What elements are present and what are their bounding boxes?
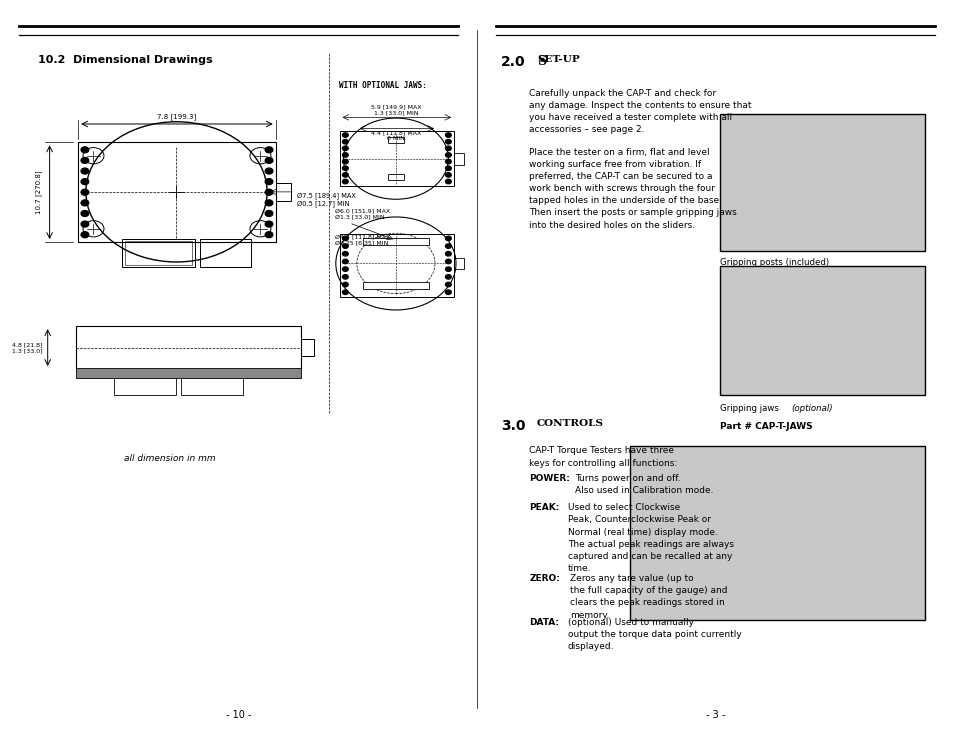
Circle shape [265,210,273,216]
Circle shape [445,283,451,287]
Bar [362,238,429,245]
Circle shape [445,259,451,263]
Bar [454,258,463,269]
Circle shape [265,200,273,206]
Circle shape [445,236,451,241]
Bar [78,142,275,242]
Bar [76,326,300,369]
Bar [122,239,194,267]
Circle shape [445,252,451,256]
Bar [720,266,924,395]
Text: Used to select Clockwise
Peak, Counterclockwise Peak or
Normal (real time) displ: Used to select Clockwise Peak, Countercl… [567,503,733,573]
Text: WITH OPTIONAL JAWS:: WITH OPTIONAL JAWS: [338,81,426,90]
Text: Gripping posts (included): Gripping posts (included) [720,258,828,267]
Text: - 10 -: - 10 - [226,709,251,720]
Text: 7.8 [199.3]: 7.8 [199.3] [156,114,196,120]
Circle shape [445,267,451,272]
Circle shape [342,267,348,272]
Text: Gripping jaws: Gripping jaws [720,404,781,413]
Circle shape [342,159,348,164]
Text: SET-UP: SET-UP [537,55,579,64]
Text: POWER:: POWER: [529,474,570,483]
Circle shape [445,275,451,279]
Text: (optional) Used to manually
output the torque data point currently
displayed.: (optional) Used to manually output the t… [567,618,740,651]
Circle shape [445,244,451,248]
Circle shape [81,200,89,206]
Circle shape [445,166,451,170]
Text: Ø6.0 [151.9] MAX
Ø1.3 [33.0] MIN: Ø6.0 [151.9] MAX Ø1.3 [33.0] MIN [335,208,390,219]
Text: DATA:: DATA: [529,618,558,627]
Circle shape [81,221,89,227]
Text: (optional): (optional) [791,404,833,413]
Circle shape [81,168,89,174]
Circle shape [265,147,273,153]
Circle shape [81,147,89,153]
Text: 10.7 [270.8]: 10.7 [270.8] [35,170,42,214]
Bar [125,241,192,265]
Text: 4.4 [111.8] MAX
0 MIN: 4.4 [111.8] MAX 0 MIN [371,130,420,141]
Text: Part # CAP-T-JAWS: Part # CAP-T-JAWS [720,422,812,431]
Circle shape [342,146,348,151]
Circle shape [265,189,273,195]
Circle shape [265,157,273,163]
Text: Carefully unpack the CAP-T and check for
any damage. Inspect the contents to ens: Carefully unpack the CAP-T and check for… [529,89,751,134]
Bar [181,373,243,395]
Bar [339,131,454,186]
Circle shape [265,179,273,184]
Text: 5.9 [149.9] MAX
1.3 [33.0] MIN: 5.9 [149.9] MAX 1.3 [33.0] MIN [371,104,420,115]
Text: 3.0: 3.0 [500,419,525,433]
Bar [629,446,924,620]
Circle shape [445,146,451,151]
Circle shape [342,179,348,184]
Circle shape [342,283,348,287]
Bar [362,282,429,289]
Text: - 3 -: - 3 - [705,709,724,720]
Bar [114,373,176,395]
Bar [454,153,463,165]
Text: CONTROLS: CONTROLS [537,419,603,428]
Circle shape [81,179,89,184]
Bar [76,368,300,378]
Text: Turns power on and off.
Also used in Calibration mode.: Turns power on and off. Also used in Cal… [575,474,713,495]
Circle shape [342,133,348,137]
Text: Place the tester on a firm, flat and level
working surface free from vibration. : Place the tester on a firm, flat and lev… [529,148,737,230]
Circle shape [342,275,348,279]
Circle shape [445,159,451,164]
Text: PEAK:: PEAK: [529,503,559,512]
Text: S: S [537,55,546,69]
Text: 4.8 [21.8]
1.3 [33.0]: 4.8 [21.8] 1.3 [33.0] [12,342,43,353]
Text: 2.0: 2.0 [500,55,525,69]
Circle shape [81,210,89,216]
Circle shape [265,232,273,238]
Text: Ø7.5 [189.4] MAX
Ø0.5 [12.7] MIN: Ø7.5 [189.4] MAX Ø0.5 [12.7] MIN [296,192,355,207]
Circle shape [342,173,348,177]
Bar [200,239,251,267]
Circle shape [342,166,348,170]
Bar [388,137,403,143]
Circle shape [342,244,348,248]
Circle shape [445,153,451,157]
Circle shape [342,153,348,157]
Bar [275,183,291,201]
Text: CAP-T Torque Testers have three
keys for controlling all functions:: CAP-T Torque Testers have three keys for… [529,446,677,468]
Circle shape [342,236,348,241]
Text: all dimension in mm: all dimension in mm [124,454,215,463]
Circle shape [81,232,89,238]
Circle shape [342,290,348,294]
Circle shape [265,221,273,227]
Text: Zeros any tare value (up to
the full capacity of the gauge) and
clears the peak : Zeros any tare value (up to the full cap… [570,574,727,620]
Circle shape [445,179,451,184]
Bar [339,234,454,297]
Bar [720,114,924,251]
Circle shape [445,133,451,137]
Bar [388,174,403,180]
Text: 10.2  Dimensional Drawings: 10.2 Dimensional Drawings [38,55,213,66]
Circle shape [342,252,348,256]
Circle shape [81,189,89,195]
Circle shape [342,139,348,144]
Bar [300,339,314,356]
Text: Ø4.4 [111.8] MAX
Ø0.25 [6.35] MIN: Ø4.4 [111.8] MAX Ø0.25 [6.35] MIN [335,234,390,245]
Circle shape [445,290,451,294]
Circle shape [265,168,273,174]
Circle shape [445,139,451,144]
